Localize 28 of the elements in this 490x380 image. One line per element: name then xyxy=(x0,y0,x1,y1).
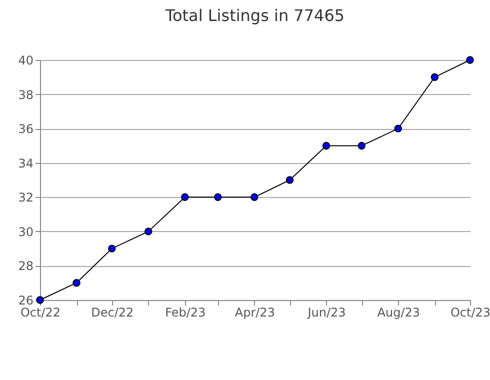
y-tick-label: 32 xyxy=(18,190,34,205)
point xyxy=(358,142,366,150)
point xyxy=(394,124,402,132)
point xyxy=(466,56,474,64)
point xyxy=(286,176,294,184)
point xyxy=(214,193,222,201)
point xyxy=(181,193,189,201)
x-tick-label: Dec/22 xyxy=(91,306,134,320)
x-tick-label: Apr/23 xyxy=(234,306,275,320)
x-tick-label: Feb/23 xyxy=(165,306,206,320)
point xyxy=(144,228,152,236)
point xyxy=(322,142,330,150)
y-tick-label: 26 xyxy=(18,294,34,308)
x-tick-label: Oct/23 xyxy=(450,306,490,320)
point xyxy=(430,73,439,81)
point xyxy=(108,244,116,252)
y-tick-label: 30 xyxy=(18,224,34,239)
y-tick-label: 28 xyxy=(18,259,34,274)
y-tick-label: 36 xyxy=(18,122,34,136)
y-tick-label: 40 xyxy=(18,54,34,68)
x-tick-label: Aug/23 xyxy=(377,306,420,320)
point xyxy=(250,193,258,201)
x-tick-label: Oct/22 xyxy=(20,306,61,320)
y-tick-label: 34 xyxy=(18,156,34,170)
point xyxy=(72,279,80,287)
y-tick-label: 38 xyxy=(18,88,34,102)
chart-title: Total Listings in 77465 xyxy=(164,6,345,25)
x-tick-label: Jun/23 xyxy=(306,306,346,320)
